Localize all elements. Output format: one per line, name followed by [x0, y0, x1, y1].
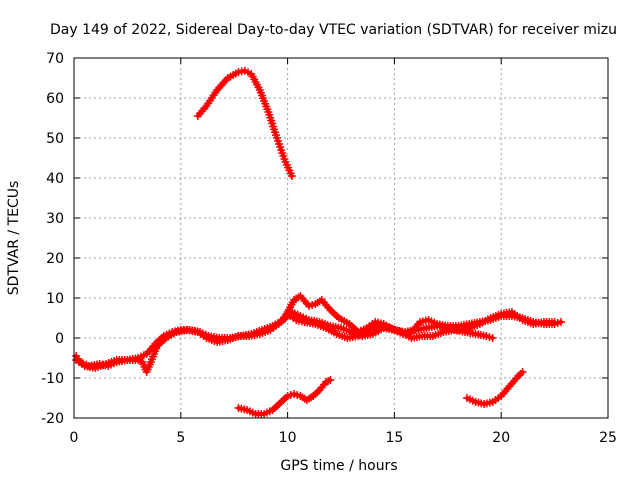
- series-arc-low-a: [234, 376, 335, 418]
- data-point-arc-high-11: [287, 172, 296, 180]
- y-tick-label-20: 20: [46, 251, 64, 267]
- y-tick-label-50: 50: [46, 131, 64, 147]
- chart-title: Day 149 of 2022, Sidereal Day-to-day VTE…: [50, 22, 617, 38]
- plot-border: [73, 57, 609, 419]
- x-tick-label-25: 25: [599, 430, 617, 446]
- series-arc-low-b: [463, 368, 527, 408]
- y-tick-label--20: -20: [41, 411, 64, 427]
- data-point-arc-low-a-13: [326, 376, 335, 384]
- y-tick-label-30: 30: [46, 211, 64, 227]
- y-axis-label: SDTVAR / TECUs: [6, 181, 22, 296]
- y-tick-label--10: -10: [41, 371, 64, 387]
- series-arc-high: [193, 66, 296, 180]
- data-point-arc-main-c-20: [488, 334, 497, 342]
- series-arc-main-b: [72, 292, 566, 376]
- y-tick-label-70: 70: [46, 51, 64, 67]
- x-tick-label-15: 15: [385, 430, 403, 446]
- y-tick-label-40: 40: [46, 171, 64, 187]
- tick-labels: 0 5 10 15 20 25 -20 -10 0 10 20 30 40 50 60 70: [41, 51, 617, 446]
- x-tick-label-20: 20: [492, 430, 510, 446]
- x-tick-label-10: 10: [279, 430, 297, 446]
- series-arc-main-c: [283, 310, 497, 342]
- y-tick-label-60: 60: [46, 91, 64, 107]
- data-point-arc-low-b-7: [518, 368, 527, 376]
- series-layer: [72, 66, 566, 418]
- x-tick-label-0: 0: [70, 430, 79, 446]
- y-tick-label-10: 10: [46, 291, 64, 307]
- x-axis-label: GPS time / hours: [280, 458, 397, 474]
- y-tick-label-0: 0: [55, 331, 64, 347]
- x-tick-label-5: 5: [176, 430, 185, 446]
- data-point-arc-main-b-53: [557, 318, 566, 326]
- axes-layer: [73, 57, 609, 419]
